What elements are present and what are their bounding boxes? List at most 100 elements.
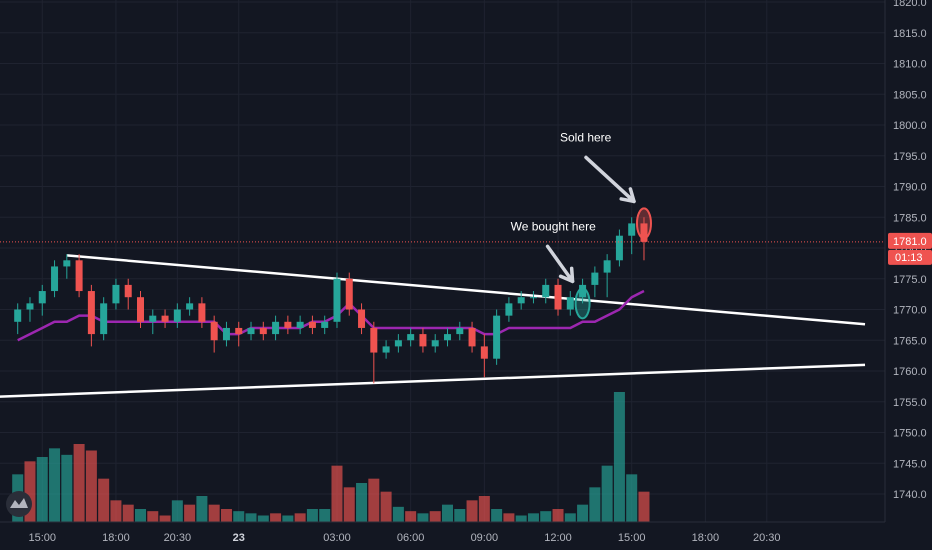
candle-body (296, 321, 304, 328)
candle-body (394, 340, 402, 347)
candle-body (259, 327, 267, 335)
volume-bar (601, 465, 613, 522)
candle (603, 254, 611, 298)
candle-body (198, 303, 206, 322)
candle (579, 278, 587, 304)
volume-bar (36, 457, 48, 522)
candle-body (173, 309, 181, 322)
candle-body (137, 297, 144, 322)
time-tick-label: 18:00 (692, 532, 720, 544)
volume-bar (147, 511, 159, 522)
annotation-label: We bought here (511, 219, 596, 233)
candle (358, 303, 366, 335)
time-tick-label: 20:30 (164, 532, 192, 544)
highlight-ellipse (635, 207, 652, 240)
volume-bar (49, 448, 61, 522)
candle (566, 291, 574, 316)
candle-body (370, 327, 378, 353)
volume-bar (306, 509, 318, 522)
volume-bar (257, 515, 269, 522)
candle-body (345, 278, 353, 310)
highlight-ellipse (574, 287, 591, 320)
time-axis[interactable] (0, 522, 885, 550)
candle (444, 327, 451, 347)
volume-bar (613, 392, 625, 522)
volume-bar (429, 511, 441, 522)
arrow-head (619, 187, 636, 204)
volume-bar (282, 515, 294, 522)
countdown-value: 01:13 (895, 252, 923, 264)
volume-bar (540, 511, 552, 522)
time-tick-label: 15:00 (618, 532, 646, 544)
candle-body (149, 315, 157, 322)
volume-bar (270, 513, 282, 522)
price-tick-label: 1745.0 (893, 458, 927, 470)
annotations: We bought here Sold here (511, 130, 652, 320)
price-tick-label: 1790.0 (893, 182, 927, 194)
volume-bar (98, 478, 110, 522)
candle (63, 254, 71, 279)
price-tick-label: 1750.0 (893, 428, 927, 440)
volume-bar (356, 483, 368, 522)
volume-bar (589, 487, 601, 522)
candle-body (517, 297, 525, 304)
candle (186, 297, 194, 316)
volume-bar (184, 504, 196, 522)
candle (517, 291, 525, 310)
price-tick-label: 1815.0 (893, 28, 927, 40)
volume-bar (85, 450, 97, 522)
price-tick-label: 1810.0 (893, 59, 927, 71)
annotation-label: Sold here (560, 130, 612, 144)
candle (370, 321, 378, 384)
candle-body (444, 334, 451, 341)
candle (272, 315, 280, 341)
candle-body (554, 284, 562, 310)
countdown-box (888, 249, 932, 265)
candle (321, 315, 329, 335)
candle-body (272, 321, 280, 335)
time-tick-label: 15:00 (28, 532, 56, 544)
candle-body (235, 327, 243, 335)
candle-body (51, 266, 59, 292)
candle (456, 321, 464, 341)
candle-body (566, 297, 574, 310)
annotation-sell: Sold here (560, 130, 652, 240)
candle-body (468, 327, 476, 347)
time-axis-ticks: 15:00 18:00 20:30 23 03:00 06:00 09:00 12:00 15:… (28, 532, 780, 544)
candle (235, 321, 243, 347)
candle (75, 254, 83, 298)
volume-bar (380, 491, 392, 522)
tradingview-cloud-icon[interactable] (6, 491, 32, 517)
volume-bar (405, 511, 417, 522)
time-tick-label: 23 (233, 532, 245, 544)
price-tick-label: 1785.0 (893, 212, 927, 224)
candle-body (247, 327, 255, 335)
volume-bar (245, 513, 257, 522)
candle-body (480, 346, 488, 359)
candle (480, 334, 488, 378)
volume-bar (478, 496, 490, 522)
volume-bar (73, 444, 85, 522)
volume-bar (122, 504, 134, 522)
candle-body (161, 315, 169, 322)
volume-bar (552, 509, 564, 522)
candle (51, 260, 59, 298)
candle (26, 297, 34, 322)
trendlines (0, 254, 866, 398)
candle (407, 327, 415, 347)
candle-body (100, 303, 108, 335)
candle-body (579, 284, 587, 298)
volume-bar (331, 465, 343, 522)
price-tick-label: 1740.0 (893, 489, 927, 501)
candle (345, 272, 353, 316)
candle (468, 321, 476, 353)
candle-body (222, 327, 230, 341)
volume-bar (24, 461, 36, 522)
candle (308, 315, 316, 335)
candle-body (63, 260, 71, 267)
candle-body (124, 284, 132, 298)
candle (124, 278, 132, 310)
volume-bar (442, 504, 453, 522)
volume-bar (294, 513, 306, 522)
